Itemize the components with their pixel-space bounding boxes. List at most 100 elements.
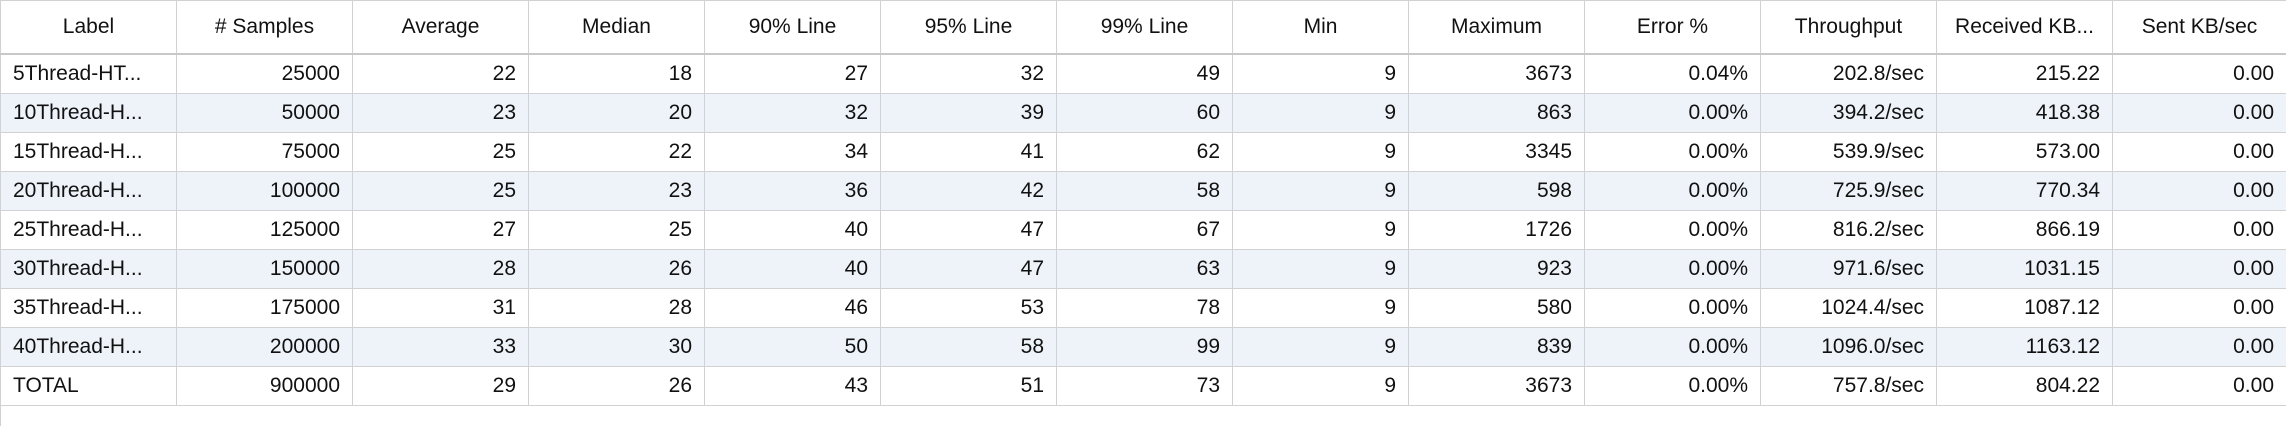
column-header-sent-kb[interactable]: Sent KB/sec <box>2113 1 2286 55</box>
cell-samples: 100000 <box>177 172 353 211</box>
column-header-median[interactable]: Median <box>529 1 705 55</box>
cell-received-kb: 1087.12 <box>1937 289 2113 328</box>
column-header-90-line[interactable]: 90% Line <box>705 1 881 55</box>
cell-90-line: 32 <box>705 94 881 133</box>
cell-99-line: 60 <box>1057 94 1233 133</box>
cell-label: 5Thread-HT... <box>1 54 177 94</box>
cell-99-line: 78 <box>1057 289 1233 328</box>
column-header-95-line[interactable]: 95% Line <box>881 1 1057 55</box>
cell-throughput: 1096.0/sec <box>1761 328 1937 367</box>
cell-samples: 150000 <box>177 250 353 289</box>
cell-sent-kb: 0.00 <box>2113 54 2286 94</box>
cell-90-line: 27 <box>705 54 881 94</box>
column-header-received-kb[interactable]: Received KB... <box>1937 1 2113 55</box>
cell-min: 9 <box>1233 211 1409 250</box>
column-header-maximum[interactable]: Maximum <box>1409 1 1585 55</box>
cell-samples: 200000 <box>177 328 353 367</box>
cell-sent-kb: 0.00 <box>2113 211 2286 250</box>
column-header-min[interactable]: Min <box>1233 1 1409 55</box>
column-header-samples[interactable]: # Samples <box>177 1 353 55</box>
cell-median: 20 <box>529 94 705 133</box>
cell-90-line: 40 <box>705 211 881 250</box>
cell-error-percent: 0.00% <box>1585 328 1761 367</box>
cell-median: 23 <box>529 172 705 211</box>
cell-samples: 25000 <box>177 54 353 94</box>
cell-received-kb: 770.34 <box>1937 172 2113 211</box>
cell-sent-kb: 0.00 <box>2113 289 2286 328</box>
cell-median: 28 <box>529 289 705 328</box>
cell-average: 23 <box>353 94 529 133</box>
cell-maximum: 863 <box>1409 94 1585 133</box>
cell-average: 33 <box>353 328 529 367</box>
column-header-throughput[interactable]: Throughput <box>1761 1 1937 55</box>
cell-maximum: 923 <box>1409 250 1585 289</box>
cell-samples: 900000 <box>177 367 353 406</box>
cell-90-line: 36 <box>705 172 881 211</box>
cell-label: 15Thread-H... <box>1 133 177 172</box>
cell-error-percent: 0.00% <box>1585 94 1761 133</box>
cell-throughput: 725.9/sec <box>1761 172 1937 211</box>
cell-median: 22 <box>529 133 705 172</box>
cell-maximum: 3673 <box>1409 54 1585 94</box>
cell-throughput: 757.8/sec <box>1761 367 1937 406</box>
cell-median: 26 <box>529 250 705 289</box>
cell-99-line: 73 <box>1057 367 1233 406</box>
cell-sent-kb: 0.00 <box>2113 94 2286 133</box>
cell-received-kb: 1163.12 <box>1937 328 2113 367</box>
cell-sent-kb: 0.00 <box>2113 328 2286 367</box>
column-header-label[interactable]: Label <box>1 1 177 55</box>
cell-label: 35Thread-H... <box>1 289 177 328</box>
cell-95-line: 47 <box>881 250 1057 289</box>
cell-sent-kb: 0.00 <box>2113 133 2286 172</box>
cell-min: 9 <box>1233 367 1409 406</box>
cell-90-line: 43 <box>705 367 881 406</box>
cell-95-line: 41 <box>881 133 1057 172</box>
cell-throughput: 816.2/sec <box>1761 211 1937 250</box>
cell-min: 9 <box>1233 250 1409 289</box>
cell-median: 26 <box>529 367 705 406</box>
cell-samples: 50000 <box>177 94 353 133</box>
cell-95-line: 47 <box>881 211 1057 250</box>
cell-label: 20Thread-H... <box>1 172 177 211</box>
table-empty-area <box>0 406 2286 426</box>
cell-label: 10Thread-H... <box>1 94 177 133</box>
cell-median: 25 <box>529 211 705 250</box>
cell-95-line: 58 <box>881 328 1057 367</box>
cell-maximum: 598 <box>1409 172 1585 211</box>
cell-min: 9 <box>1233 172 1409 211</box>
cell-received-kb: 866.19 <box>1937 211 2113 250</box>
cell-throughput: 539.9/sec <box>1761 133 1937 172</box>
cell-99-line: 99 <box>1057 328 1233 367</box>
cell-error-percent: 0.00% <box>1585 172 1761 211</box>
cell-received-kb: 573.00 <box>1937 133 2113 172</box>
cell-throughput: 971.6/sec <box>1761 250 1937 289</box>
cell-sent-kb: 0.00 <box>2113 250 2286 289</box>
cell-95-line: 32 <box>881 54 1057 94</box>
cell-90-line: 34 <box>705 133 881 172</box>
cell-average: 22 <box>353 54 529 94</box>
cell-received-kb: 215.22 <box>1937 54 2113 94</box>
column-header-error-percent[interactable]: Error % <box>1585 1 1761 55</box>
cell-maximum: 580 <box>1409 289 1585 328</box>
cell-min: 9 <box>1233 328 1409 367</box>
column-header-99-line[interactable]: 99% Line <box>1057 1 1233 55</box>
cell-average: 31 <box>353 289 529 328</box>
cell-error-percent: 0.04% <box>1585 54 1761 94</box>
cell-maximum: 1726 <box>1409 211 1585 250</box>
cell-average: 25 <box>353 172 529 211</box>
cell-99-line: 67 <box>1057 211 1233 250</box>
column-header-average[interactable]: Average <box>353 1 529 55</box>
cell-99-line: 49 <box>1057 54 1233 94</box>
table-header: Label # Samples Average Median 90% Line … <box>1 1 2286 55</box>
cell-min: 9 <box>1233 94 1409 133</box>
